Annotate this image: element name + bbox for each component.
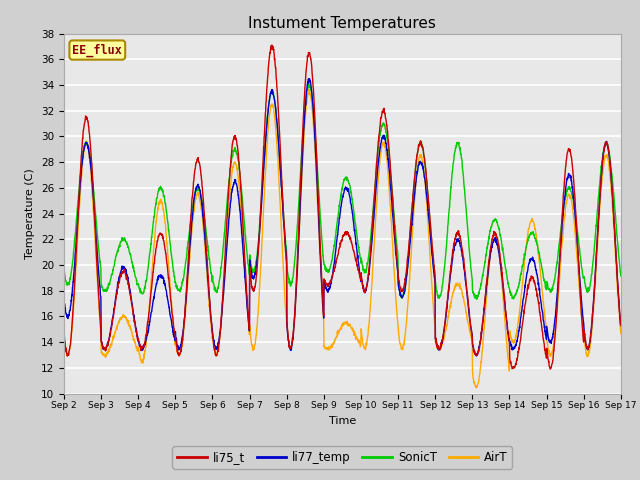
li75_t <box>617 323 625 328</box>
AirT <box>359 340 367 346</box>
li75_t <box>568 160 576 166</box>
Text: EE_flux: EE_flux <box>72 43 122 57</box>
X-axis label: Time: Time <box>329 416 356 426</box>
SonicT <box>505 283 513 289</box>
AirT <box>505 360 513 365</box>
SonicT <box>359 264 367 269</box>
li77_temp <box>305 76 313 82</box>
li75_t <box>268 42 276 48</box>
AirT <box>216 339 223 345</box>
AirT <box>371 232 379 238</box>
AirT <box>305 86 313 92</box>
AirT <box>60 332 68 338</box>
li75_t <box>60 329 68 335</box>
Legend: li75_t, li77_temp, SonicT, AirT: li75_t, li77_temp, SonicT, AirT <box>172 446 513 469</box>
li77_temp <box>505 336 513 342</box>
Line: li75_t: li75_t <box>64 45 621 369</box>
Y-axis label: Temperature (C): Temperature (C) <box>26 168 35 259</box>
SonicT <box>568 190 576 196</box>
li75_t <box>547 366 554 372</box>
SonicT <box>371 184 379 190</box>
li75_t <box>359 282 367 288</box>
li77_temp <box>216 335 223 341</box>
li75_t <box>504 333 512 339</box>
SonicT <box>216 278 223 284</box>
SonicT <box>584 288 591 294</box>
li77_temp <box>472 353 480 359</box>
li75_t <box>216 339 223 345</box>
li75_t <box>584 347 591 352</box>
SonicT <box>473 297 481 302</box>
li77_temp <box>568 182 576 188</box>
li77_temp <box>584 345 591 350</box>
Line: li77_temp: li77_temp <box>64 79 621 356</box>
AirT <box>472 385 480 391</box>
SonicT <box>617 273 625 279</box>
Line: AirT: AirT <box>64 89 621 388</box>
AirT <box>617 331 625 336</box>
li77_temp <box>359 282 367 288</box>
li75_t <box>371 188 379 193</box>
Line: SonicT: SonicT <box>64 84 621 300</box>
Title: Instument Temperatures: Instument Temperatures <box>248 16 436 31</box>
AirT <box>584 352 591 358</box>
SonicT <box>305 81 312 86</box>
li77_temp <box>617 323 625 328</box>
AirT <box>568 202 576 207</box>
li77_temp <box>371 203 379 208</box>
li77_temp <box>60 297 68 303</box>
SonicT <box>60 265 68 271</box>
